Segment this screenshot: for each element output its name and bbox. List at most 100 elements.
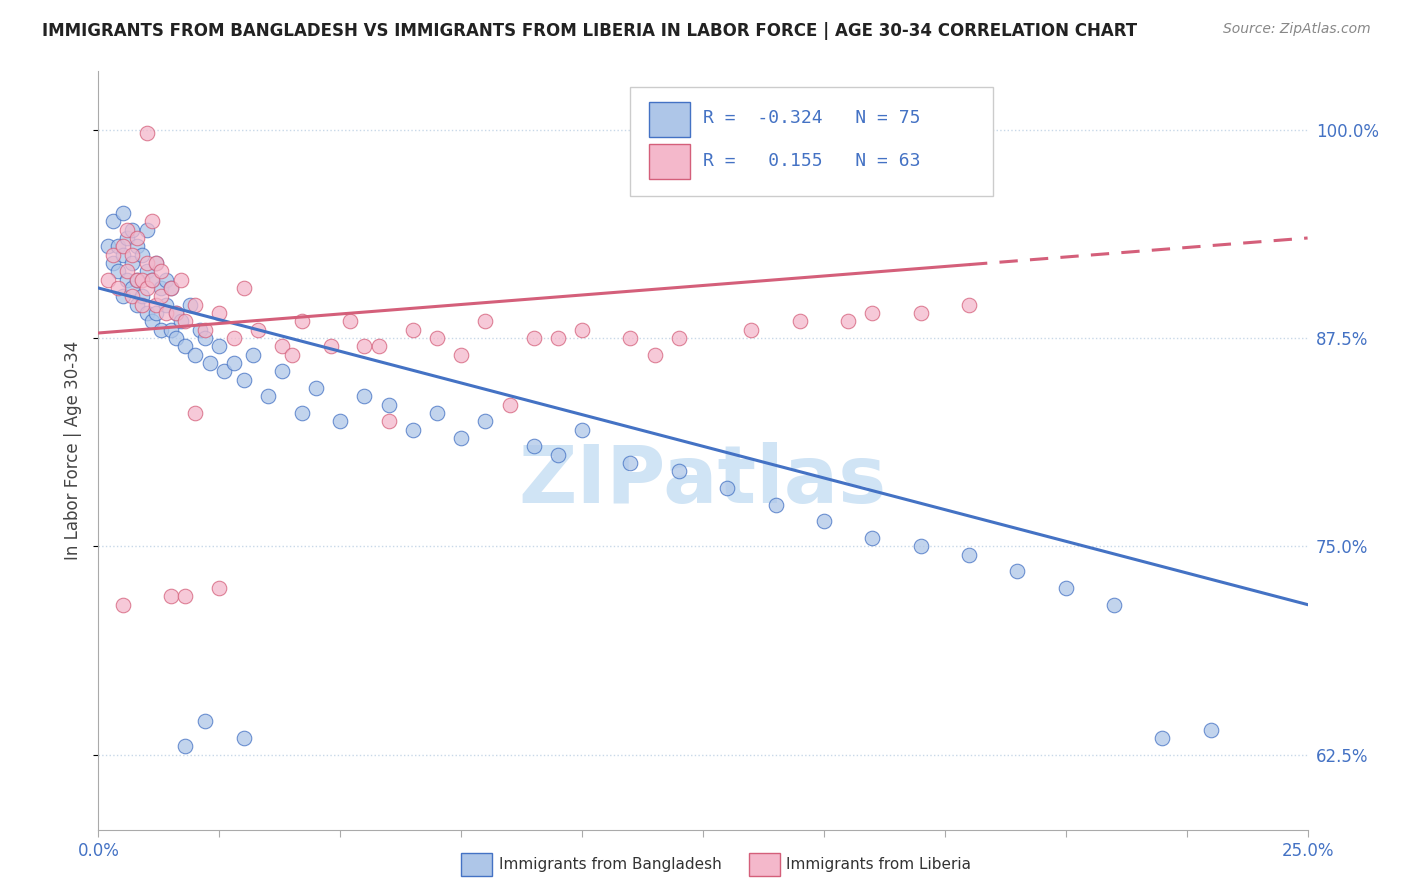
Point	[547, 331, 569, 345]
Point	[150, 264, 173, 278]
Point	[169, 273, 191, 287]
Point	[271, 364, 294, 378]
FancyBboxPatch shape	[630, 87, 993, 196]
Point	[208, 339, 231, 353]
Point	[619, 456, 641, 470]
Point	[141, 214, 163, 228]
Point	[150, 281, 173, 295]
Point	[1102, 598, 1125, 612]
Point	[208, 306, 231, 320]
Point	[813, 514, 835, 528]
Point	[242, 348, 264, 362]
Point	[188, 323, 211, 337]
Point	[121, 247, 143, 261]
Point	[141, 314, 163, 328]
Point	[668, 464, 690, 478]
Point	[131, 273, 153, 287]
Point	[121, 281, 143, 295]
Text: Source: ZipAtlas.com: Source: ZipAtlas.com	[1223, 22, 1371, 37]
Point	[145, 256, 167, 270]
Point	[860, 306, 883, 320]
Point	[155, 306, 177, 320]
Point	[135, 126, 157, 140]
Point	[145, 298, 167, 312]
Point	[339, 314, 361, 328]
Point	[141, 273, 163, 287]
Point	[131, 247, 153, 261]
Text: ZIPatlas: ZIPatlas	[519, 442, 887, 520]
Point	[212, 364, 235, 378]
Text: R =  -0.324   N = 75: R = -0.324 N = 75	[703, 110, 921, 128]
Text: Immigrants from Liberia: Immigrants from Liberia	[786, 857, 972, 871]
Point	[860, 531, 883, 545]
Point	[426, 406, 449, 420]
Point	[523, 331, 546, 345]
Point	[353, 389, 375, 403]
Point	[111, 247, 134, 261]
Point	[194, 323, 217, 337]
Point	[426, 331, 449, 345]
FancyBboxPatch shape	[648, 145, 690, 179]
Point	[222, 331, 245, 345]
FancyBboxPatch shape	[648, 103, 690, 137]
Point	[184, 298, 207, 312]
Point	[232, 731, 254, 745]
Point	[131, 298, 153, 312]
Point	[107, 239, 129, 253]
Point	[127, 231, 149, 245]
Point	[837, 314, 859, 328]
Text: Immigrants from Bangladesh: Immigrants from Bangladesh	[499, 857, 721, 871]
Point	[107, 264, 129, 278]
Point	[290, 406, 312, 420]
Point	[450, 431, 472, 445]
Point	[222, 356, 245, 370]
Point	[377, 414, 399, 428]
Point	[135, 281, 157, 295]
Point	[111, 598, 134, 612]
Point	[619, 331, 641, 345]
Point	[135, 222, 157, 236]
Point	[145, 306, 167, 320]
Point	[127, 298, 149, 312]
Point	[523, 439, 546, 453]
Point	[290, 314, 312, 328]
Point	[247, 323, 270, 337]
Point	[184, 406, 207, 420]
Point	[160, 281, 183, 295]
Point	[450, 348, 472, 362]
Point	[232, 373, 254, 387]
Point	[160, 281, 183, 295]
Y-axis label: In Labor Force | Age 30-34: In Labor Force | Age 30-34	[65, 341, 83, 560]
Point	[111, 239, 134, 253]
Text: IMMIGRANTS FROM BANGLADESH VS IMMIGRANTS FROM LIBERIA IN LABOR FORCE | AGE 30-34: IMMIGRANTS FROM BANGLADESH VS IMMIGRANTS…	[42, 22, 1137, 40]
Point	[117, 231, 139, 245]
Point	[165, 306, 187, 320]
Point	[789, 314, 811, 328]
Point	[101, 247, 124, 261]
Point	[329, 414, 352, 428]
Point	[121, 222, 143, 236]
Point	[174, 739, 197, 754]
Point	[169, 314, 191, 328]
Point	[474, 314, 496, 328]
Point	[281, 348, 304, 362]
Point	[127, 239, 149, 253]
Point	[165, 306, 187, 320]
Point	[155, 273, 177, 287]
Point	[165, 331, 187, 345]
Point	[101, 256, 124, 270]
Point	[319, 339, 342, 353]
Point	[174, 314, 197, 328]
Point	[1054, 581, 1077, 595]
Point	[127, 273, 149, 287]
Point	[198, 356, 221, 370]
Point	[111, 289, 134, 303]
Point	[256, 389, 278, 403]
Point	[402, 323, 425, 337]
Point	[121, 256, 143, 270]
Point	[716, 481, 738, 495]
Point	[957, 548, 980, 562]
Point	[377, 398, 399, 412]
Point	[160, 323, 183, 337]
Point	[232, 281, 254, 295]
